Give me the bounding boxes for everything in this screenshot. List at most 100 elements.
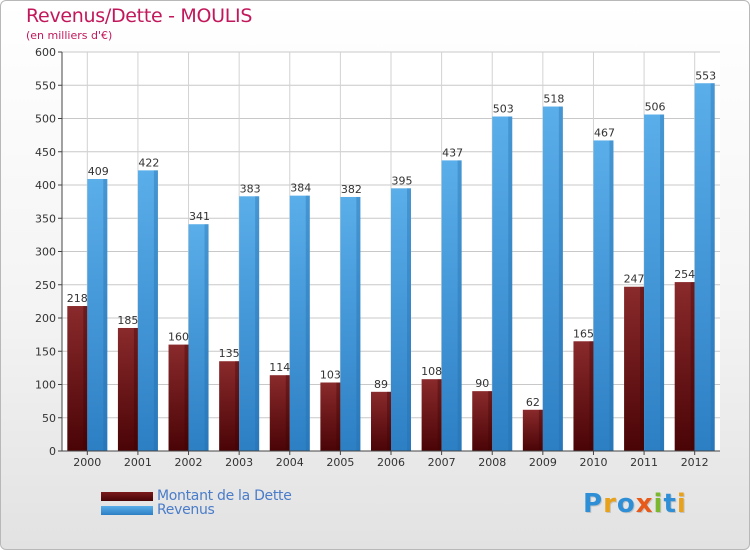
bar-dette-2011 bbox=[624, 286, 645, 451]
bar-shade bbox=[204, 224, 209, 451]
logo-letter-5: t bbox=[663, 489, 677, 519]
x-tick-label: 2001 bbox=[124, 456, 152, 469]
x-tick-label: 2008 bbox=[478, 456, 506, 469]
x-tick-label: 2005 bbox=[326, 456, 354, 469]
bar-revenus-2003 bbox=[239, 196, 260, 451]
bar-shade bbox=[660, 114, 665, 451]
y-tick-label: 0 bbox=[49, 445, 56, 458]
data-label-revenus-2006: 395 bbox=[392, 174, 413, 187]
bars bbox=[67, 83, 715, 451]
bar-dette-2002 bbox=[168, 344, 189, 451]
bar-shade bbox=[609, 140, 614, 451]
y-tick-label: 400 bbox=[35, 179, 56, 192]
bar-shade bbox=[508, 116, 513, 451]
bar-revenus-2008 bbox=[492, 116, 513, 451]
x-tick-label: 2009 bbox=[529, 456, 557, 469]
data-label-dette-2007: 108 bbox=[421, 365, 442, 378]
x-tick-label: 2010 bbox=[579, 456, 607, 469]
chart-title: Revenus/Dette - MOULIS bbox=[26, 5, 253, 27]
logo-letter-6: i bbox=[676, 489, 687, 519]
data-labels: 218 409 185 422 160 341 135 383 114 384 103 382 89 39… bbox=[67, 69, 716, 409]
data-label-dette-2011: 247 bbox=[624, 273, 645, 286]
y-tick-label: 200 bbox=[35, 312, 56, 325]
bar-shade bbox=[83, 306, 88, 451]
data-label-dette-2009: 62 bbox=[526, 396, 540, 409]
data-label-dette-2008: 90 bbox=[475, 377, 489, 390]
bar-dette-2007 bbox=[421, 379, 442, 451]
bar-shade bbox=[387, 391, 391, 451]
bar-shade bbox=[407, 188, 411, 451]
x-tick-label: 2000 bbox=[73, 456, 101, 469]
bar-revenus-2000 bbox=[87, 179, 108, 451]
y-tick-label: 250 bbox=[35, 279, 56, 292]
data-label-dette-2001: 185 bbox=[117, 314, 138, 327]
bar-revenus-2009 bbox=[542, 106, 563, 451]
legend-label-revenus: Revenus bbox=[157, 502, 215, 518]
data-label-revenus-2003: 383 bbox=[240, 182, 261, 195]
data-label-dette-2003: 135 bbox=[219, 347, 240, 360]
bar-revenus-2011 bbox=[644, 114, 665, 451]
logo-letter-0: P bbox=[583, 489, 604, 519]
bar-revenus-2004 bbox=[289, 195, 310, 451]
data-label-revenus-2002: 341 bbox=[189, 210, 210, 223]
logo-letter-3: x bbox=[635, 489, 654, 519]
bar-dette-2010 bbox=[573, 341, 594, 451]
data-label-dette-2012: 254 bbox=[674, 268, 695, 281]
bar-shade bbox=[488, 391, 493, 451]
bar-dette-2008 bbox=[472, 391, 493, 451]
bar-dette-2004 bbox=[269, 375, 290, 451]
bar-dette-2009 bbox=[522, 409, 543, 451]
bar-revenus-2012 bbox=[694, 83, 715, 451]
data-label-revenus-2004: 384 bbox=[290, 182, 311, 195]
y-tick-label: 100 bbox=[35, 379, 56, 392]
y-tick-label: 450 bbox=[35, 146, 56, 159]
data-label-revenus-2001: 422 bbox=[138, 156, 159, 169]
data-label-revenus-2010: 467 bbox=[594, 126, 615, 139]
data-label-revenus-2009: 518 bbox=[543, 93, 564, 106]
bar-shade bbox=[184, 344, 189, 451]
y-tick-label: 550 bbox=[35, 79, 56, 92]
y-tick-label: 50 bbox=[42, 412, 56, 425]
logo-letter-1: r bbox=[603, 489, 617, 519]
data-label-revenus-2008: 503 bbox=[493, 103, 514, 116]
y-tick-label: 600 bbox=[35, 46, 56, 59]
data-label-dette-2005: 103 bbox=[320, 369, 341, 382]
logo-letter-4: i bbox=[653, 489, 664, 519]
data-label-revenus-2000: 409 bbox=[88, 165, 109, 178]
bar-dette-2005 bbox=[320, 382, 341, 451]
bar-revenus-2005 bbox=[340, 196, 361, 451]
bar-dette-2000 bbox=[67, 306, 88, 451]
bar-revenus-2007 bbox=[441, 160, 462, 451]
x-tick-label: 2011 bbox=[630, 456, 658, 469]
logo-letter-2: o bbox=[616, 489, 636, 519]
y-tick-label: 300 bbox=[35, 246, 56, 259]
x-tick-label: 2003 bbox=[225, 456, 253, 469]
bar-shade bbox=[710, 83, 715, 451]
data-label-dette-2000: 218 bbox=[67, 292, 88, 305]
bar-shade bbox=[640, 286, 645, 451]
bar-shade bbox=[457, 160, 462, 451]
legend-swatch-revenus bbox=[101, 505, 153, 515]
y-tick-label: 350 bbox=[35, 212, 56, 225]
bar-shade bbox=[690, 282, 695, 451]
legend-item-revenus: Revenus bbox=[101, 502, 215, 518]
legend-label-debt: Montant de la Dette bbox=[157, 488, 292, 504]
bar-shade bbox=[235, 361, 240, 451]
x-tick-label: 2004 bbox=[276, 456, 304, 469]
bar-shade bbox=[255, 196, 260, 451]
data-label-revenus-2011: 506 bbox=[645, 101, 666, 114]
bar-revenus-2010 bbox=[593, 140, 614, 451]
x-tick-label: 2007 bbox=[428, 456, 456, 469]
bar-revenus-2006 bbox=[391, 188, 411, 451]
data-label-dette-2010: 165 bbox=[573, 327, 594, 340]
x-tick-label: 2012 bbox=[681, 456, 709, 469]
bar-revenus-2001 bbox=[137, 170, 158, 451]
x-tick-label: 2006 bbox=[377, 456, 405, 469]
bar-dette-2006 bbox=[371, 391, 391, 451]
legend-item-debt: Montant de la Dette bbox=[101, 488, 292, 504]
data-label-revenus-2005: 382 bbox=[341, 183, 362, 196]
y-tick-label: 500 bbox=[35, 113, 56, 126]
bar-dette-2012 bbox=[674, 282, 695, 451]
bar-shade bbox=[103, 179, 108, 451]
